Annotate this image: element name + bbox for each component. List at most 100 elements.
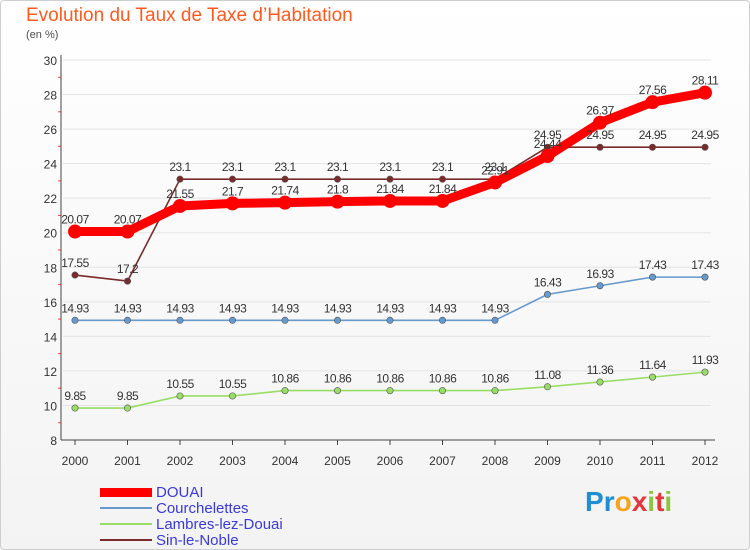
data-point	[540, 149, 555, 164]
x-tick-label: 2001	[114, 454, 141, 468]
data-label: 14.93	[114, 301, 142, 315]
x-tick-label: 2004	[272, 454, 299, 468]
data-point	[71, 271, 79, 279]
legend-item-sin-le-noble: Sin-le-Noble	[100, 532, 239, 549]
data-label: 24.95	[639, 128, 667, 142]
x-tick-label: 2003	[219, 454, 246, 468]
data-label: 11.93	[692, 353, 719, 367]
data-label: 14.93	[166, 301, 194, 315]
y-tick-label: 16	[44, 296, 58, 310]
x-tick-label: 2011	[640, 454, 666, 468]
data-label: 23.1	[274, 160, 296, 174]
data-point	[281, 316, 289, 324]
proxiti-logo: Proxiti	[585, 486, 672, 518]
data-point	[225, 196, 240, 211]
y-tick-label: 20	[44, 227, 58, 241]
y-tick-label: 10	[44, 399, 58, 413]
data-point	[386, 175, 394, 183]
data-label: 11.64	[639, 358, 666, 372]
data-point	[701, 143, 709, 151]
x-tick-label: 2007	[429, 454, 456, 468]
legend-swatch-lambres	[100, 523, 152, 525]
data-label: 23.1	[169, 160, 191, 174]
data-label: 16.93	[586, 267, 614, 281]
y-tick-label: 12	[44, 365, 58, 379]
x-tick-label: 2008	[482, 454, 509, 468]
data-point	[333, 316, 341, 324]
data-point	[176, 175, 184, 183]
data-point	[71, 316, 79, 324]
data-label: 24.95	[534, 128, 562, 142]
data-point	[701, 273, 709, 281]
x-tick-label: 2009	[534, 454, 561, 468]
legend-label-douai: DOUAI	[156, 483, 204, 501]
data-label: 21.74	[271, 184, 299, 198]
data-label: 20.07	[61, 213, 89, 227]
data-point	[438, 316, 446, 324]
chart-subtitle: (en %)	[26, 29, 59, 41]
data-point	[383, 193, 397, 208]
x-tick-label: 2010	[587, 454, 614, 468]
data-label: 11.36	[587, 363, 614, 377]
y-tick-label: 26	[44, 123, 58, 137]
data-label: 14.93	[481, 301, 509, 315]
data-label: 10.86	[481, 372, 509, 386]
data-label: 20.07	[114, 213, 142, 227]
logo-letter: i	[664, 486, 673, 517]
data-label: 10.86	[429, 372, 457, 386]
data-point	[176, 392, 184, 400]
data-label: 10.86	[376, 372, 404, 386]
data-point	[124, 404, 132, 412]
x-tick-label: 2002	[167, 454, 194, 468]
data-label: 14.93	[324, 301, 352, 315]
data-label: 14.93	[429, 301, 457, 315]
data-point	[229, 175, 237, 183]
legend-swatch-sin-le-noble	[100, 539, 152, 541]
data-label: 10.55	[219, 377, 247, 391]
data-point	[648, 143, 656, 151]
legend-label-courchelettes: Courchelettes	[156, 499, 249, 517]
data-label: 10.55	[166, 377, 194, 391]
data-label: 9.85	[117, 389, 139, 403]
data-label: 14.93	[219, 301, 247, 315]
logo-letter: P	[585, 486, 604, 517]
data-point	[278, 195, 292, 210]
data-label: 24.95	[586, 128, 614, 142]
data-label: 9.85	[64, 389, 86, 403]
data-point	[176, 316, 184, 324]
data-point	[596, 143, 604, 151]
data-label: 21.55	[166, 187, 194, 201]
data-label: 17.55	[61, 256, 89, 270]
data-label: 10.86	[324, 372, 352, 386]
data-label: 14.93	[271, 301, 299, 315]
data-label: 23.1	[432, 160, 454, 174]
data-label: 14.93	[376, 301, 404, 315]
data-label: 10.86	[271, 372, 299, 386]
data-label: 21.84	[429, 182, 457, 196]
data-point	[124, 316, 132, 324]
logo-letter: i	[647, 486, 656, 517]
data-point	[648, 373, 656, 381]
x-tick-label: 2000	[62, 454, 89, 468]
y-tick-label: 24	[44, 158, 58, 172]
data-point	[645, 95, 660, 110]
data-point	[120, 224, 135, 239]
data-label: 21.8	[327, 183, 349, 197]
data-label: 14.93	[61, 301, 89, 315]
data-point	[333, 387, 341, 395]
data-label: 21.7	[222, 184, 244, 198]
data-label: 23.1	[327, 160, 349, 174]
data-point	[648, 273, 656, 281]
data-label: 23.1	[379, 160, 401, 174]
data-point	[330, 194, 345, 209]
y-tick-label: 8	[50, 434, 57, 448]
data-label: 23.1	[222, 160, 244, 174]
data-point	[491, 387, 499, 395]
data-label: 11.08	[534, 368, 561, 382]
y-tick-label: 22	[44, 192, 58, 206]
legend-item-douai: DOUAI	[100, 483, 204, 501]
data-point	[386, 387, 394, 395]
x-tick-label: 2005	[324, 454, 351, 468]
